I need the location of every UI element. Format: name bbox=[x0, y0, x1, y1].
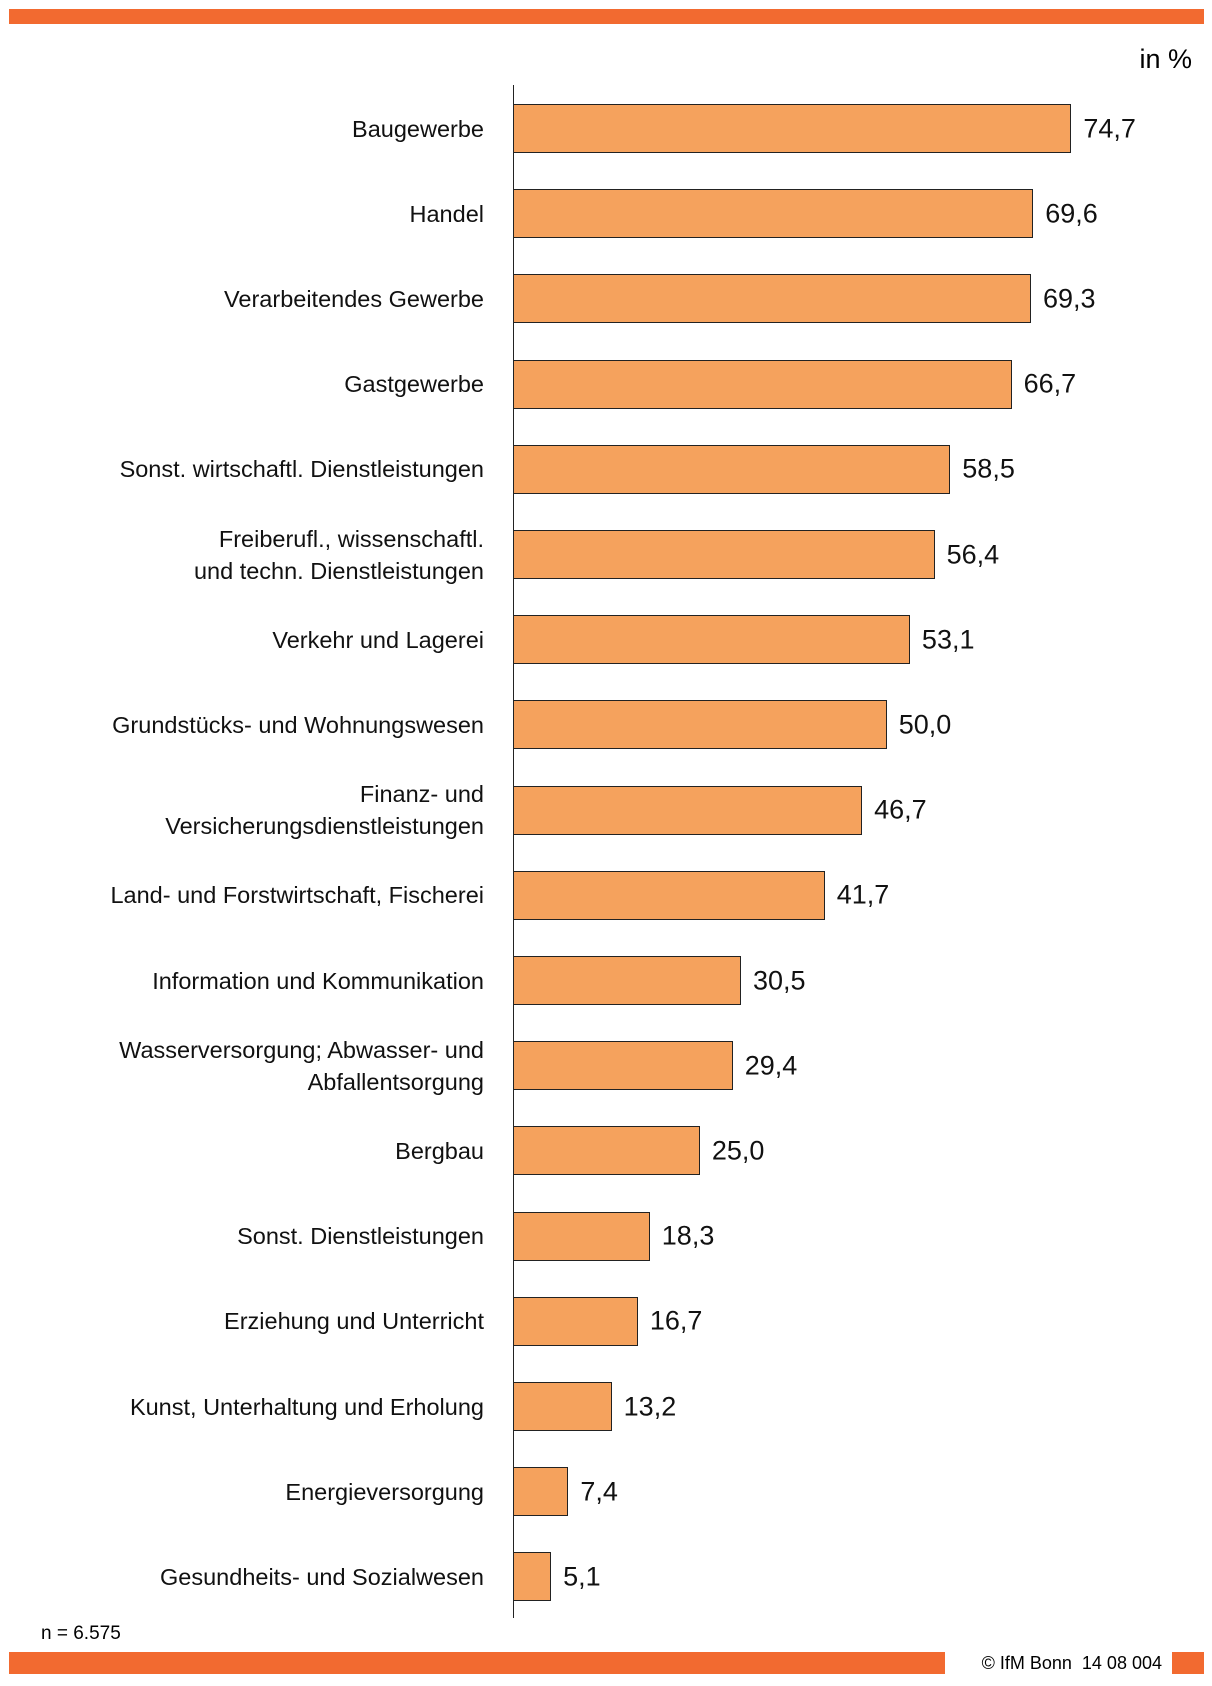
bar bbox=[513, 870, 825, 920]
category-label: Grundstücks- und Wohnungswesen bbox=[112, 711, 484, 738]
category-label: Information und Kommunikation bbox=[152, 967, 484, 994]
value-label: 50,0 bbox=[898, 709, 952, 740]
bar bbox=[513, 1552, 552, 1602]
unit-label: in % bbox=[1139, 44, 1192, 74]
category-label: Gesundheits- und Sozialwesen bbox=[160, 1563, 484, 1590]
value-label: 46,7 bbox=[874, 794, 927, 825]
bar bbox=[513, 956, 741, 1005]
category-label: Finanz- und Versicherungsdienstleistunge… bbox=[165, 781, 484, 840]
category-label: Sonst. wirtschaftl. Dienstleistungen bbox=[119, 456, 484, 483]
bar bbox=[513, 1211, 650, 1261]
value-label: 74,7 bbox=[1083, 113, 1136, 143]
bottom-block bbox=[1172, 1652, 1204, 1674]
bar bbox=[513, 444, 951, 494]
category-label: Sonst. Dienstleistungen bbox=[237, 1223, 484, 1250]
value-label: 41,7 bbox=[836, 879, 890, 910]
value-label: 5,1 bbox=[563, 1561, 601, 1592]
bar bbox=[513, 615, 910, 665]
category-label: Verarbeitendes Gewerbe bbox=[224, 285, 484, 312]
bar bbox=[513, 1041, 733, 1091]
bar bbox=[513, 1467, 569, 1517]
bar bbox=[513, 104, 1072, 153]
category-label: Verkehr und Lagerei bbox=[272, 626, 484, 653]
category-label: Wasserversorgung; Abwasser- und Abfallen… bbox=[119, 1036, 484, 1095]
footer: © IfM Bonn 14 08 004 bbox=[981, 1653, 1162, 1673]
bar bbox=[513, 530, 935, 579]
bar bbox=[513, 359, 1012, 409]
category-label: Energieversorgung bbox=[285, 1478, 484, 1505]
category-label: Erziehung und Unterricht bbox=[224, 1308, 484, 1335]
category-label: Gastgewerbe bbox=[344, 371, 484, 398]
bar bbox=[513, 1382, 612, 1431]
bar bbox=[513, 1126, 700, 1176]
bar bbox=[513, 274, 1032, 324]
category-label: Bergbau bbox=[395, 1137, 484, 1164]
value-label: 16,7 bbox=[649, 1305, 703, 1336]
value-label: 69,3 bbox=[1043, 283, 1096, 314]
value-label: 13,2 bbox=[623, 1391, 677, 1421]
category-label: Kunst, Unterhaltung und Erholung bbox=[129, 1393, 484, 1420]
category-label: Land- und Forstwirtschaft, Fischerei bbox=[110, 882, 484, 909]
bar bbox=[513, 700, 887, 750]
category-label: Freiberufl., wissenschaftl. und techn. D… bbox=[193, 525, 484, 584]
value-label: 66,7 bbox=[1023, 368, 1077, 399]
bar bbox=[513, 189, 1034, 239]
bar bbox=[513, 785, 863, 835]
value-label: 56,4 bbox=[946, 539, 1000, 569]
value-label: 69,6 bbox=[1045, 198, 1098, 229]
bottom-band bbox=[9, 1652, 945, 1674]
axis-line bbox=[513, 85, 514, 1618]
value-label: 7,4 bbox=[580, 1476, 618, 1507]
value-label: 30,5 bbox=[752, 965, 806, 995]
category-label: Baugewerbe bbox=[352, 115, 484, 142]
value-label: 29,4 bbox=[744, 1050, 798, 1081]
value-label: 18,3 bbox=[661, 1220, 715, 1251]
category-label: Handel bbox=[409, 200, 484, 227]
value-label: 58,5 bbox=[962, 453, 1015, 484]
top-band bbox=[9, 9, 1204, 24]
note: n = 6.575 bbox=[41, 1623, 121, 1644]
value-label: 53,1 bbox=[921, 624, 975, 655]
value-label: 25,0 bbox=[711, 1135, 765, 1166]
bar bbox=[513, 1296, 638, 1346]
